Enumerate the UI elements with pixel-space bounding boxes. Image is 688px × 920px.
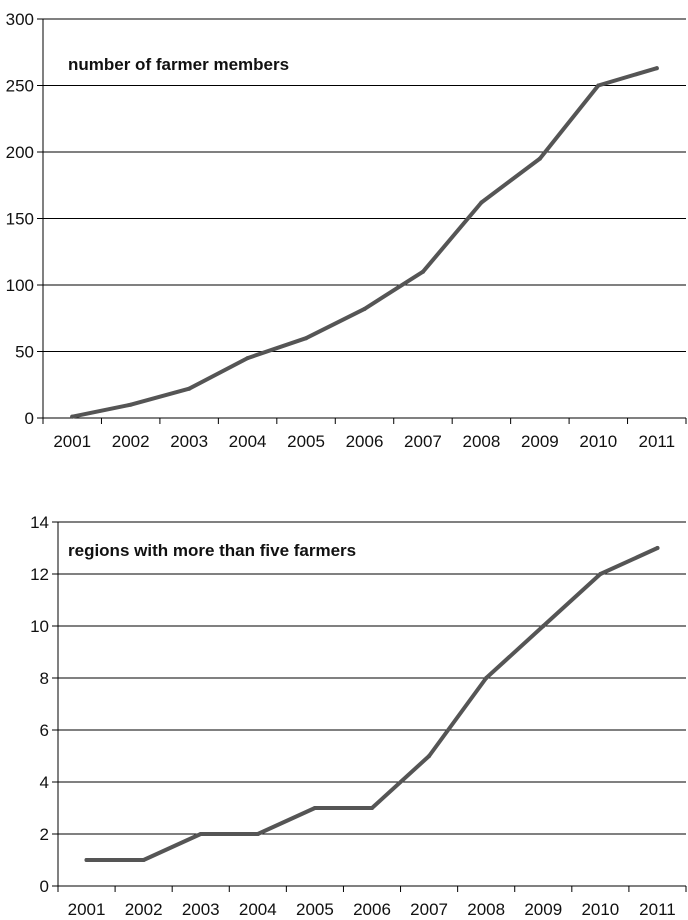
regions-x-tick-label: 2001: [68, 900, 106, 919]
members-x-tick-label: 2003: [170, 432, 208, 451]
members-y-tick-label: 300: [6, 10, 34, 29]
regions-data-point: [141, 858, 146, 862]
regions-y-tick-label: 0: [40, 877, 49, 896]
regions-data-point: [312, 806, 317, 810]
members-x-tick-label: 2007: [404, 432, 442, 451]
members-data-point: [479, 200, 484, 205]
regions-data-point: [541, 624, 546, 628]
members-y-tick-label: 200: [6, 143, 34, 162]
regions-series-line: [84, 546, 660, 862]
regions-data-point: [484, 676, 489, 680]
regions-data-point: [370, 806, 374, 810]
members-x-tick-label: 2010: [579, 432, 617, 451]
members-data-point: [128, 402, 133, 407]
regions-y-tick-label: 14: [30, 513, 49, 532]
members-y-tick-label: 150: [6, 210, 34, 229]
members-data-point: [70, 414, 75, 419]
regions-x-tick-label: 2004: [239, 900, 277, 919]
members-y-tick-label: 0: [25, 409, 34, 428]
members-x-tick-label: 2006: [346, 432, 384, 451]
members-x-tick-label: 2008: [462, 432, 500, 451]
members-data-point: [304, 336, 309, 341]
members-data-point: [187, 386, 192, 391]
regions-data-point: [255, 832, 260, 836]
regions-data-point: [198, 832, 203, 836]
members-x-tick-label: 2011: [638, 432, 675, 451]
regions-x-tick-label: 2002: [125, 900, 163, 919]
regions-chart-title: regions with more than five farmers: [68, 541, 356, 560]
members-data-point: [420, 269, 425, 274]
regions-chart: 0 2 4 6 8 10 12 14 2001 2002 2003 2004 2005 2006 2007 2…: [30, 513, 687, 919]
regions-y-tick-label: 2: [40, 825, 49, 844]
members-x-tick-label: 2001: [53, 432, 91, 451]
members-data-point: [362, 306, 367, 311]
members-data-point: [654, 66, 659, 71]
members-x-tick-label: 2002: [112, 432, 150, 451]
regions-x-tick-label: 2011: [639, 900, 676, 919]
regions-y-tick-label: 8: [40, 669, 49, 688]
members-x-tick-label: 2009: [521, 432, 559, 451]
regions-data-point: [655, 546, 660, 550]
members-y-tick-label: 250: [6, 77, 34, 96]
members-y-tick-label: 100: [6, 276, 34, 295]
members-data-point: [537, 156, 542, 161]
regions-x-tick-label: 2009: [524, 900, 562, 919]
regions-x-tick-label: 2005: [296, 900, 334, 919]
regions-data-point: [598, 572, 603, 576]
regions-y-tick-label: 12: [30, 565, 49, 584]
members-x-tick-label: 2005: [287, 432, 325, 451]
regions-x-tick-label: 2008: [467, 900, 505, 919]
regions-x-tick-label: 2006: [353, 900, 391, 919]
regions-y-tick-label: 4: [40, 773, 49, 792]
regions-data-point: [427, 754, 432, 758]
members-data-point: [245, 356, 250, 361]
regions-x-tick-label: 2007: [410, 900, 448, 919]
regions-y-tick-label: 6: [40, 721, 49, 740]
regions-data-point: [84, 858, 89, 862]
members-chart-title: number of farmer members: [68, 55, 289, 74]
regions-x-tick-label: 2003: [182, 900, 220, 919]
members-y-tick-label: 50: [15, 343, 34, 362]
members-series-line: [70, 66, 659, 419]
members-x-tick-label: 2004: [229, 432, 267, 451]
regions-y-tick-label: 10: [30, 617, 49, 636]
members-data-point: [596, 83, 601, 88]
farmer-members-chart: 0 50 100 150 200 250 300 2001 2002 2003 2004 2005 20…: [6, 10, 687, 451]
regions-x-tick-label: 2010: [581, 900, 619, 919]
